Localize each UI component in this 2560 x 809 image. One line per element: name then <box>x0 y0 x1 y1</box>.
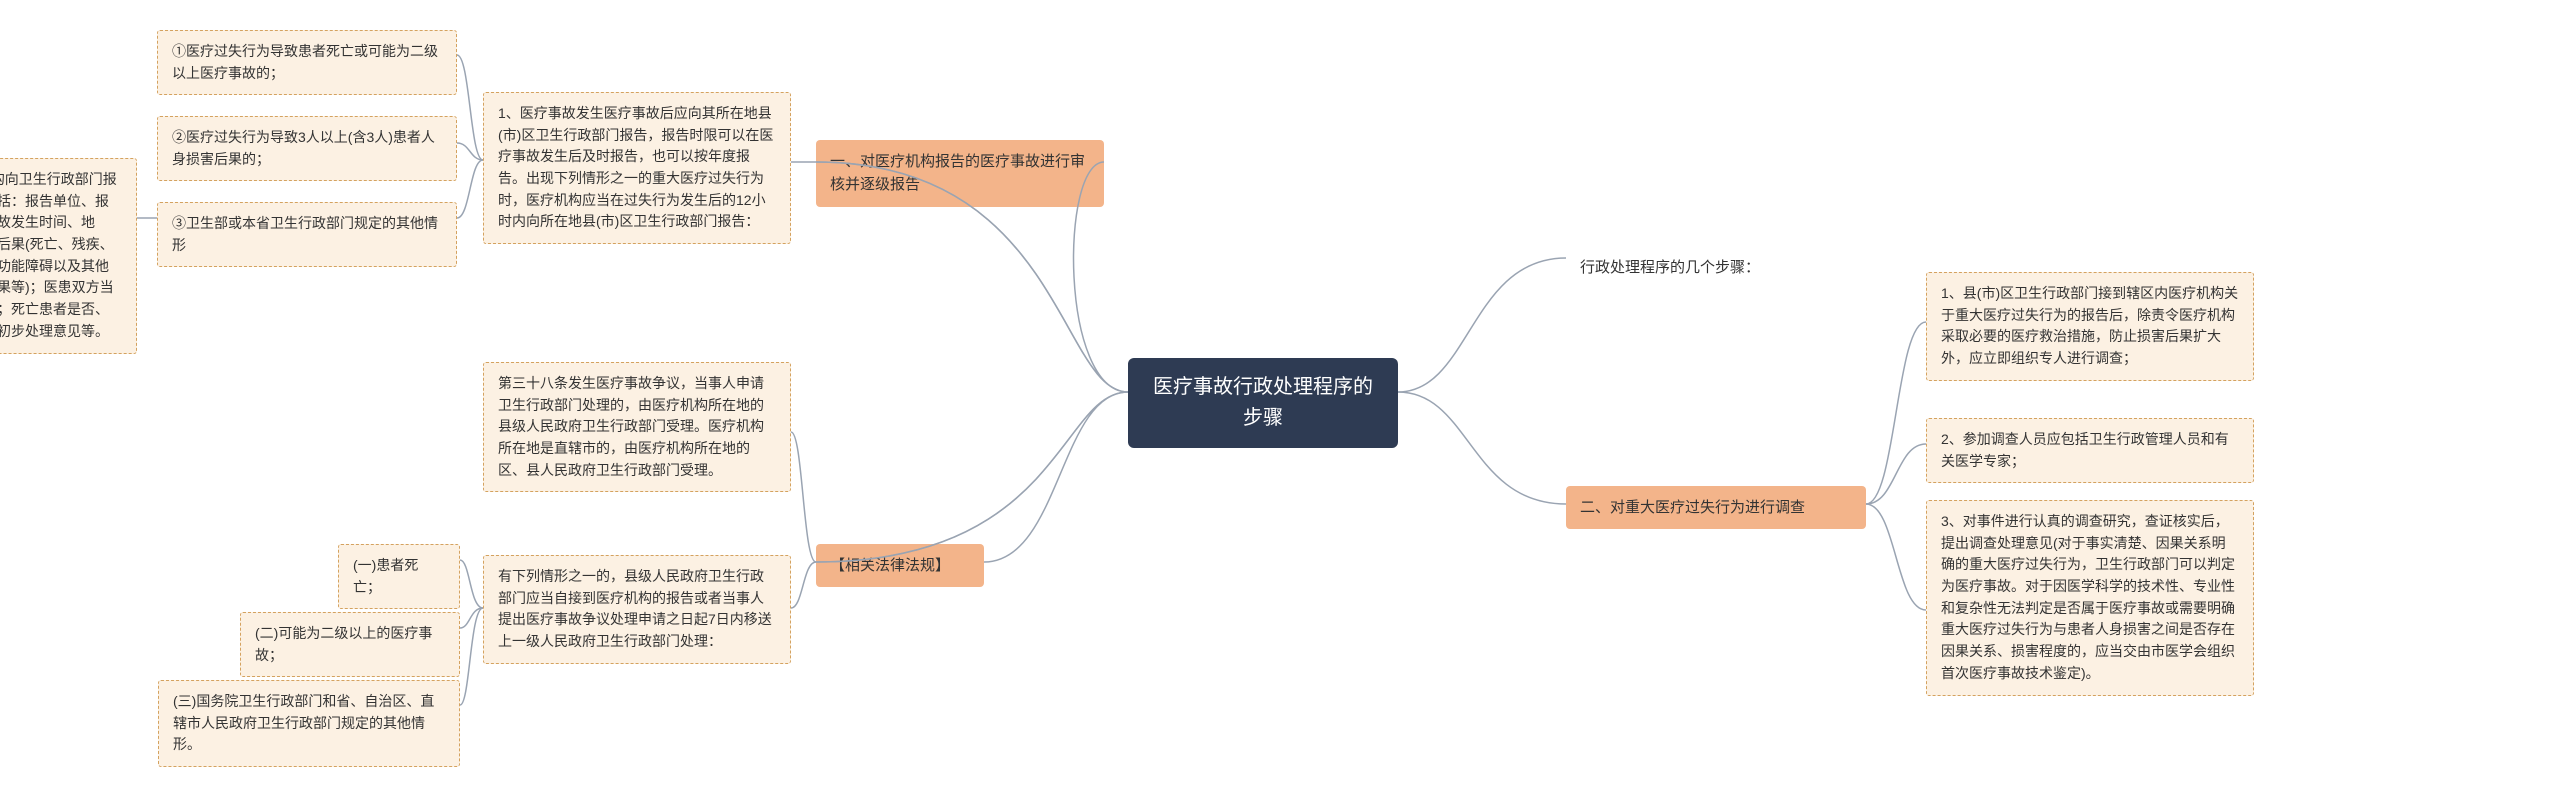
section1-item2: 2、医疗机构向卫生行政部门报告的内容包括：报告单位、报告时间；事故发生时间、地点… <box>0 158 137 354</box>
section1-sub2: ②医疗过失行为导致3人以上(含3人)患者人身损害后果的； <box>157 116 457 181</box>
laws-para1: 第三十八条发生医疗事故争议，当事人申请卫生行政部门处理的，由医疗机构所在地的县级… <box>483 362 791 492</box>
section1-sub3: ③卫生部或本省卫生行政部门规定的其他情形 <box>157 202 457 267</box>
root-node: 医疗事故行政处理程序的 步骤 <box>1128 358 1398 448</box>
laws-para2: 有下列情形之一的，县级人民政府卫生行政部门应当自接到医疗机构的报告或者当事人提出… <box>483 555 791 664</box>
section1-item1: 1、医疗事故发生医疗事故后应向其所在地县(市)区卫生行政部门报告，报告时限可以在… <box>483 92 791 244</box>
section2-title: 二、对重大医疗过失行为进行调查 <box>1566 486 1866 529</box>
laws-sub2: (二)可能为二级以上的医疗事故； <box>240 612 460 677</box>
laws-title: 【相关法律法规】 <box>816 544 984 587</box>
section2-item2: 2、参加调查人员应包括卫生行政管理人员和有关医学专家； <box>1926 418 2254 483</box>
section1-sub1: ①医疗过失行为导致患者死亡或可能为二级以上医疗事故的； <box>157 30 457 95</box>
laws-sub3: (三)国务院卫生行政部门和省、自治区、直辖市人民政府卫生行政部门规定的其他情形。 <box>158 680 460 767</box>
section2-item3: 3、对事件进行认真的调查研究，查证核实后，提出调查处理意见(对于事实清楚、因果关… <box>1926 500 2254 696</box>
laws-sub1: (一)患者死亡； <box>338 544 460 609</box>
section2-item1: 1、县(市)区卫生行政部门接到辖区内医疗机构关于重大医疗过失行为的报告后，除责令… <box>1926 272 2254 381</box>
section1-title: 一、对医疗机构报告的医疗事故进行审核并逐级报告 <box>816 140 1104 207</box>
steps-header: 行政处理程序的几个步骤： <box>1566 246 1796 289</box>
